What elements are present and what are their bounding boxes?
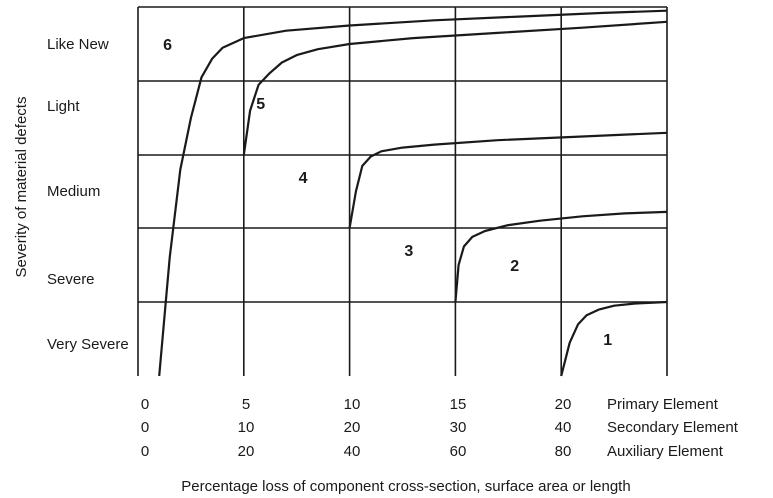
x-scale-name: Secondary Element [607,419,739,436]
x-tick-label: 10 [344,396,361,413]
x-tick-label: 10 [238,419,255,436]
x-tick-label: 80 [555,443,572,460]
x-tick-label: 15 [450,396,467,413]
y-category-label: Severe [47,271,95,288]
curve-number-label: 6 [163,37,172,54]
y-category-labels: Very Severe Severe Medium Light Like New [47,36,129,353]
x-tick-label: 60 [450,443,467,460]
curve-number-label: 2 [510,258,519,275]
curve-3 [348,131,668,229]
x-tick-label: 20 [344,419,361,436]
y-category-label: Medium [47,183,100,200]
curve-number-label: 1 [603,332,612,349]
curves [158,9,668,377]
x-tick-label: 40 [344,443,361,460]
x-tick-label: 40 [555,419,572,436]
x-scale-name: Primary Element [607,396,719,413]
curve-number-label: 5 [256,96,265,113]
x-axis-label: Percentage loss of component cross-secti… [181,478,630,495]
y-category-label: Light [47,98,80,115]
curve-labels: 1 2 3 4 5 6 [163,37,612,349]
x-tick-label: 20 [555,396,572,413]
curve-number-label: 3 [404,243,413,260]
x-tick-label: 5 [242,396,250,413]
grid-lines [137,6,668,376]
x-tick-label: 0 [141,443,149,460]
curve-4 [242,20,668,156]
y-category-label: Very Severe [47,336,129,353]
curve-1 [560,300,668,377]
x-tick-label: 0 [141,396,149,413]
curve-5 [158,9,668,377]
x-tick-label: 30 [450,419,467,436]
x-tick-label: 0 [141,419,149,436]
y-axis-label: Severity of material defects [13,97,30,278]
curve-number-label: 4 [299,170,308,187]
x-tick-label: 20 [238,443,255,460]
y-category-label: Like New [47,36,109,53]
x-scale-rows: 0 5 10 15 20 Primary Element 0 10 20 30 40 Secondar… [141,396,739,460]
curve-2 [454,210,668,303]
x-scale-name: Auxiliary Element [607,443,724,460]
